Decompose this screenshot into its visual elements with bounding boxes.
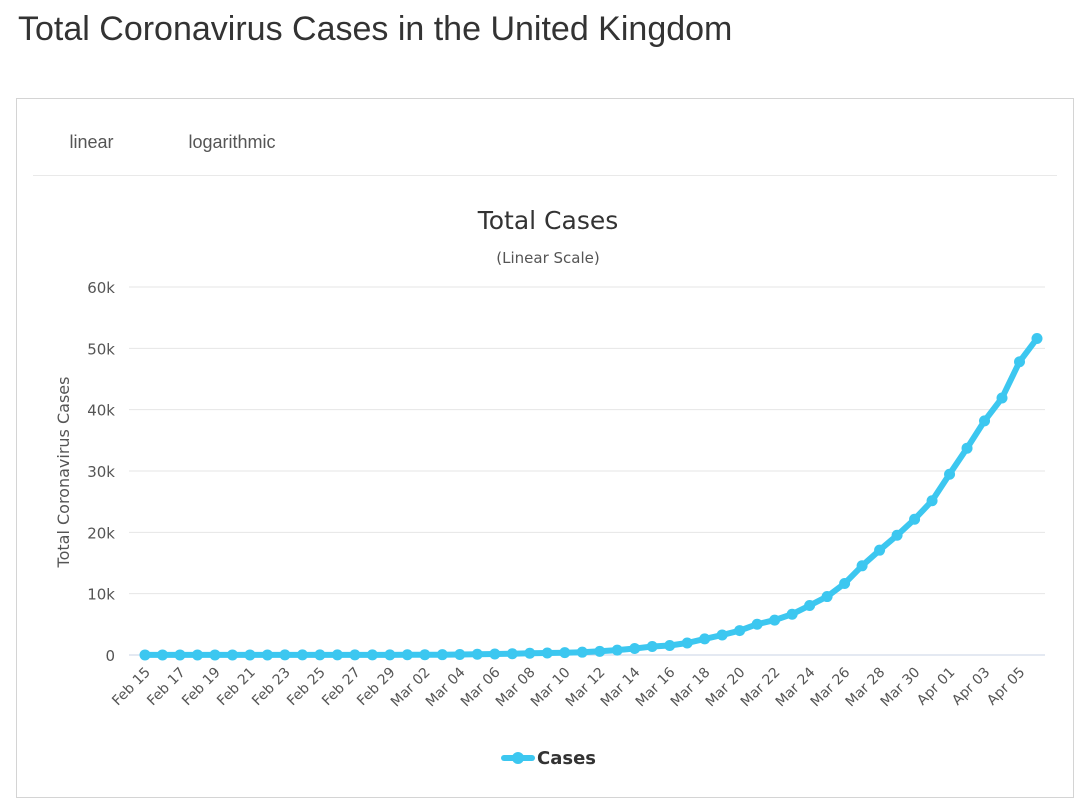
data-point[interactable] [716, 629, 728, 641]
tab-linear[interactable]: linear [69, 132, 114, 152]
x-tick-label: Feb 23 [249, 665, 294, 710]
data-point[interactable] [629, 642, 641, 654]
data-point[interactable] [454, 648, 466, 660]
data-point[interactable] [401, 649, 413, 661]
data-point[interactable] [909, 513, 921, 525]
data-point[interactable] [769, 614, 781, 626]
data-point[interactable] [1031, 332, 1043, 344]
data-point[interactable] [751, 618, 763, 630]
data-point[interactable] [944, 468, 956, 480]
data-point[interactable] [804, 599, 816, 611]
x-tick-label: Feb 25 [284, 665, 329, 710]
data-point[interactable] [384, 649, 396, 661]
data-point[interactable] [1014, 356, 1026, 368]
x-tick-label: Feb 17 [144, 665, 189, 710]
data-point[interactable] [559, 647, 571, 659]
chart-card: linear logarithmic Total Cases (Linear S… [16, 98, 1074, 798]
legend[interactable]: Cases [501, 748, 596, 769]
y-tick-label: 0 [105, 647, 115, 665]
data-point[interactable] [646, 640, 658, 652]
data-point[interactable] [471, 648, 483, 660]
y-tick-label: 10k [87, 586, 115, 604]
data-point[interactable] [174, 649, 186, 661]
data-point[interactable] [506, 648, 518, 660]
x-tick-label: Feb 27 [319, 665, 364, 710]
data-point[interactable] [874, 544, 886, 556]
data-point[interactable] [139, 649, 151, 661]
data-point[interactable] [961, 442, 973, 454]
y-tick-label: 20k [87, 524, 115, 542]
data-point[interactable] [594, 645, 606, 657]
y-tick-label: 30k [87, 463, 115, 481]
data-point[interactable] [279, 649, 291, 661]
data-point[interactable] [664, 640, 676, 652]
x-tick-label: Apr 03 [949, 665, 993, 709]
data-point[interactable] [786, 608, 798, 620]
data-point[interactable] [331, 649, 343, 661]
total-cases-chart: Total Cases (Linear Scale) Total Coronav… [54, 206, 1045, 769]
scale-tabs: linear logarithmic [33, 129, 1057, 176]
legend-marker-symbol [512, 752, 524, 764]
y-tick-label: 50k [87, 340, 115, 358]
legend-label[interactable]: Cases [537, 748, 596, 769]
data-point[interactable] [419, 649, 431, 661]
data-point[interactable] [576, 646, 588, 658]
x-tick-label: Feb 19 [179, 665, 224, 710]
data-point[interactable] [314, 649, 326, 661]
tab-logarithmic[interactable]: logarithmic [188, 132, 276, 152]
chart-subtitle: (Linear Scale) [496, 249, 599, 267]
x-tick-label: Apr 01 [914, 665, 958, 709]
data-point[interactable] [926, 495, 938, 507]
x-tick-label: Feb 21 [214, 665, 259, 710]
data-point[interactable] [734, 625, 746, 637]
data-point[interactable] [156, 649, 168, 661]
data-point[interactable] [244, 649, 256, 661]
data-point[interactable] [209, 649, 221, 661]
data-point[interactable] [839, 577, 851, 589]
series-cases [139, 332, 1043, 661]
data-point[interactable] [821, 591, 833, 603]
data-point[interactable] [891, 529, 903, 541]
x-tick-label: Mar 30 [878, 665, 924, 711]
data-point[interactable] [366, 649, 378, 661]
data-point[interactable] [699, 633, 711, 645]
data-point[interactable] [349, 649, 361, 661]
data-point[interactable] [681, 637, 693, 649]
data-point[interactable] [261, 649, 273, 661]
y-tick-label: 60k [87, 279, 115, 297]
series-line [142, 335, 1040, 658]
y-axis-label: Total Coronavirus Cases [54, 377, 73, 569]
x-tick-label: Apr 05 [984, 665, 1028, 709]
chart-title: Total Cases [477, 206, 619, 235]
data-point[interactable] [436, 649, 448, 661]
data-point[interactable] [541, 647, 553, 659]
data-point[interactable] [611, 644, 623, 656]
data-point[interactable] [191, 649, 203, 661]
data-point[interactable] [296, 649, 308, 661]
data-point[interactable] [226, 649, 238, 661]
x-tick-label: Feb 15 [109, 665, 154, 710]
y-axis-ticks: 0 10k 20k 30k 40k 50k 60k [87, 279, 115, 665]
data-point[interactable] [524, 647, 536, 659]
grid-lines [129, 286, 1045, 656]
y-tick-label: 40k [87, 402, 115, 420]
data-point[interactable] [856, 560, 868, 572]
data-point[interactable] [489, 648, 501, 660]
data-point[interactable] [996, 392, 1008, 404]
page-title: Total Coronavirus Cases in the United Ki… [18, 10, 733, 48]
data-point[interactable] [979, 415, 991, 427]
